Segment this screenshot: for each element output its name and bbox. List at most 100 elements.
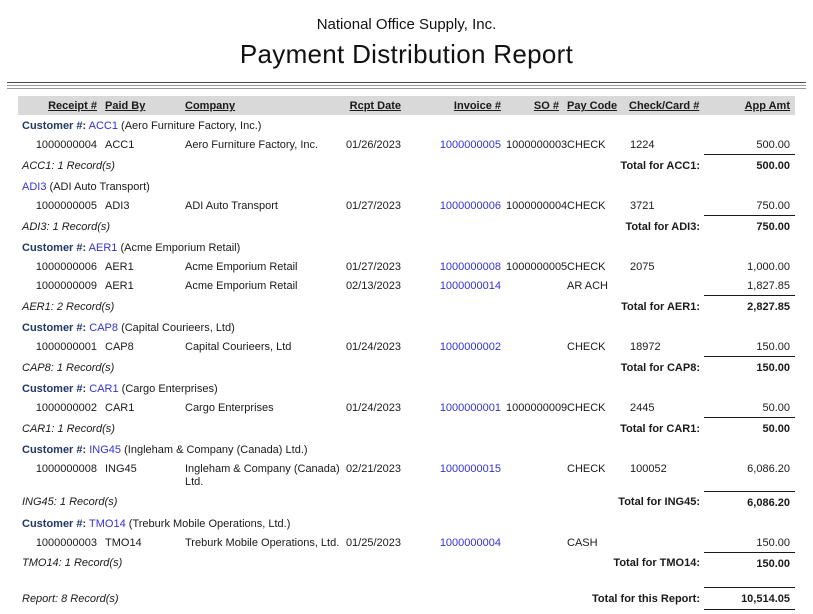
group-record-count: ING45: 1 Record(s) bbox=[18, 491, 564, 513]
col-header-invoice: Invoice # bbox=[406, 96, 506, 115]
so-cell bbox=[506, 459, 564, 491]
invoice-link[interactable]: 1000000014 bbox=[440, 280, 501, 292]
col-header-company: Company bbox=[182, 96, 342, 115]
customer-code-link[interactable]: ACC1 bbox=[89, 120, 118, 132]
invoice-link[interactable]: 1000000008 bbox=[440, 261, 501, 273]
paid-by-cell: TMO14 bbox=[102, 533, 182, 553]
receipt-cell: 1000000009 bbox=[18, 276, 102, 296]
app-amt-cell: 150.00 bbox=[704, 337, 795, 357]
customer-number-label: Customer #: bbox=[22, 322, 86, 334]
group-header-row: Customer #: AER1 (Acme Emporium Retail) bbox=[18, 237, 795, 257]
pay-code-cell: CHECK bbox=[564, 398, 626, 418]
customer-code-link[interactable]: ING45 bbox=[89, 444, 121, 456]
pay-code-cell: CHECK bbox=[564, 337, 626, 357]
report-total-amount: 10,514.05 bbox=[704, 588, 795, 610]
rcpt-date-cell: 01/27/2023 bbox=[342, 196, 406, 216]
customer-code-link[interactable]: TMO14 bbox=[89, 518, 126, 530]
group-record-count: CAR1: 1 Record(s) bbox=[18, 418, 564, 440]
col-header-pay-code: Pay Code bbox=[564, 96, 626, 115]
customer-name: (Ingleham & Company (Canada) Ltd.) bbox=[124, 444, 307, 456]
group-total-amount: 50.00 bbox=[704, 418, 795, 440]
check-card-cell bbox=[626, 533, 704, 553]
col-header-so: SO # bbox=[506, 96, 564, 115]
paid-by-cell: CAR1 bbox=[102, 398, 182, 418]
col-header-paid-by: Paid By bbox=[102, 96, 182, 115]
pay-code-cell: CHECK bbox=[564, 196, 626, 216]
paid-by-cell: ING45 bbox=[102, 459, 182, 491]
group-record-count: AER1: 2 Record(s) bbox=[18, 296, 564, 318]
company-name: National Office Supply, Inc. bbox=[0, 0, 813, 33]
group-record-count: CAP8: 1 Record(s) bbox=[18, 357, 564, 379]
paid-by-cell: ACC1 bbox=[102, 135, 182, 155]
group-total-row: TMO14: 1 Record(s) Total for TMO14: 150.… bbox=[18, 552, 795, 574]
company-cell: Cargo Enterprises bbox=[182, 398, 342, 418]
group-total-row: AER1: 2 Record(s) Total for AER1: 2,827.… bbox=[18, 296, 795, 318]
paid-by-cell: CAP8 bbox=[102, 337, 182, 357]
invoice-link[interactable]: 1000000001 bbox=[440, 402, 501, 414]
check-card-cell: 2445 bbox=[626, 398, 704, 418]
so-cell bbox=[506, 276, 564, 296]
app-amt-cell: 750.00 bbox=[704, 196, 795, 216]
app-amt-cell: 500.00 bbox=[704, 135, 795, 155]
company-cell: Acme Emporium Retail bbox=[182, 257, 342, 276]
so-cell: 1000000005 bbox=[506, 257, 564, 276]
table-row: 1000000003 TMO14 Treburk Mobile Operatio… bbox=[18, 533, 795, 553]
paid-by-cell: AER1 bbox=[102, 276, 182, 296]
company-cell: Capital Courieers, Ltd bbox=[182, 337, 342, 357]
table-row: 1000000002 CAR1 Cargo Enterprises 01/24/… bbox=[18, 398, 795, 418]
so-cell: 1000000009 bbox=[506, 398, 564, 418]
group-header-row: Customer #: TMO14 (Treburk Mobile Operat… bbox=[18, 513, 795, 533]
customer-number-label: Customer #: bbox=[22, 518, 86, 530]
rcpt-date-cell: 02/13/2023 bbox=[342, 276, 406, 296]
invoice-link[interactable]: 1000000002 bbox=[440, 341, 501, 353]
check-card-cell: 100052 bbox=[626, 459, 704, 491]
app-amt-cell: 50.00 bbox=[704, 398, 795, 418]
invoice-link[interactable]: 1000000004 bbox=[440, 537, 501, 549]
report-total-label: Total for this Report: bbox=[564, 588, 704, 610]
group-total-amount: 2,827.85 bbox=[704, 296, 795, 318]
group-total-label: Total for TMO14: bbox=[564, 552, 704, 574]
customer-name: (Treburk Mobile Operations, Ltd.) bbox=[129, 518, 291, 530]
table-row: 1000000006 AER1 Acme Emporium Retail 01/… bbox=[18, 257, 795, 276]
check-card-cell: 1224 bbox=[626, 135, 704, 155]
receipt-cell: 1000000006 bbox=[18, 257, 102, 276]
page-title: Payment Distribution Report bbox=[0, 33, 813, 82]
group-total-amount: 150.00 bbox=[704, 357, 795, 379]
paid-by-cell: ADI3 bbox=[102, 196, 182, 216]
rcpt-date-cell: 01/25/2023 bbox=[342, 533, 406, 553]
customer-name: (Acme Emporium Retail) bbox=[120, 242, 240, 254]
receipt-cell: 1000000002 bbox=[18, 398, 102, 418]
spacer-row bbox=[18, 574, 795, 588]
rcpt-date-cell: 01/27/2023 bbox=[342, 257, 406, 276]
group-record-count: ACC1: 1 Record(s) bbox=[18, 155, 564, 177]
rcpt-date-cell: 02/21/2023 bbox=[342, 459, 406, 491]
customer-code-link[interactable]: AER1 bbox=[89, 242, 118, 254]
col-header-check-card: Check/Card # bbox=[626, 96, 704, 115]
company-cell: Aero Furniture Factory, Inc. bbox=[182, 135, 342, 155]
group-total-row: CAR1: 1 Record(s) Total for CAR1: 50.00 bbox=[18, 418, 795, 440]
group-record-count: TMO14: 1 Record(s) bbox=[18, 552, 564, 574]
customer-name: (Cargo Enterprises) bbox=[122, 383, 218, 395]
check-card-cell bbox=[626, 276, 704, 296]
app-amt-cell: 1,827.85 bbox=[704, 276, 795, 296]
group-total-label: Total for ING45: bbox=[564, 491, 704, 513]
group-header-row: Customer #: CAP8 (Capital Courieers, Ltd… bbox=[18, 317, 795, 337]
app-amt-cell: 150.00 bbox=[704, 533, 795, 553]
rcpt-date-cell: 01/24/2023 bbox=[342, 337, 406, 357]
customer-code-link[interactable]: ADI3 bbox=[22, 181, 46, 193]
customer-code-link[interactable]: CAR1 bbox=[89, 383, 118, 395]
group-header-row: Customer #: CAR1 (Cargo Enterprises) bbox=[18, 378, 795, 398]
customer-number-label: Customer #: bbox=[22, 242, 86, 254]
check-card-cell: 2075 bbox=[626, 257, 704, 276]
app-amt-cell: 6,086.20 bbox=[704, 459, 795, 491]
customer-code-link[interactable]: CAP8 bbox=[89, 322, 118, 334]
customer-name: (Capital Courieers, Ltd) bbox=[121, 322, 235, 334]
invoice-link[interactable]: 1000000006 bbox=[440, 200, 501, 212]
customer-number-label: Customer #: bbox=[22, 120, 86, 132]
invoice-link[interactable]: 1000000005 bbox=[440, 139, 501, 151]
pay-code-cell: AR ACH bbox=[564, 276, 626, 296]
so-cell: 1000000004 bbox=[506, 196, 564, 216]
invoice-link[interactable]: 1000000015 bbox=[440, 463, 501, 475]
rcpt-date-cell: 01/26/2023 bbox=[342, 135, 406, 155]
table-row: 1000000008 ING45 Ingleham & Company (Can… bbox=[18, 459, 795, 491]
